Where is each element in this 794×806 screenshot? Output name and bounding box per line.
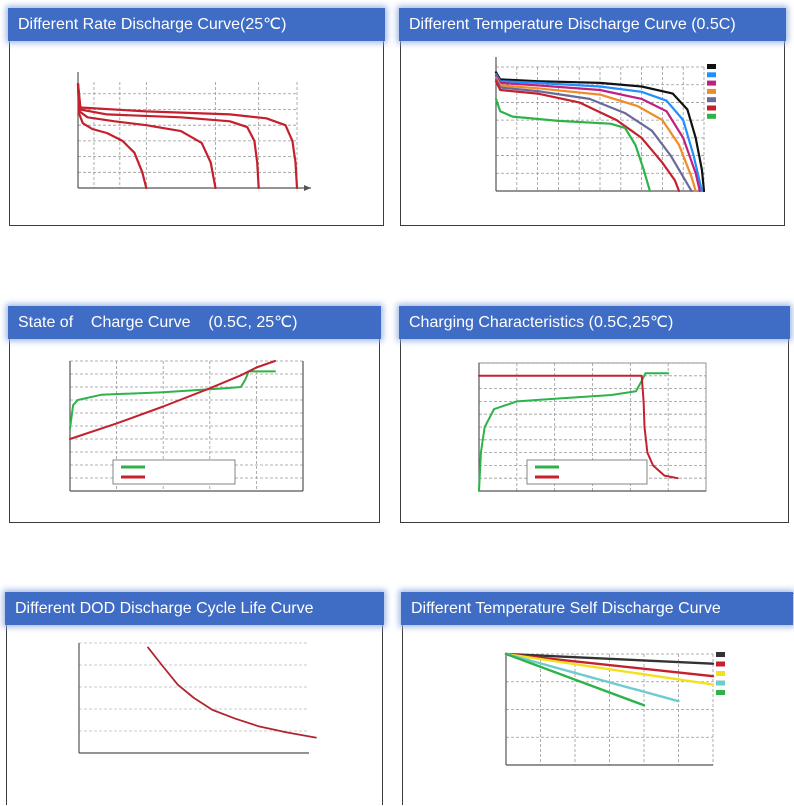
legend-swatch xyxy=(707,97,716,103)
series-line-4 xyxy=(494,78,693,193)
series-line-1 xyxy=(69,360,276,440)
chart-title-rate: Different Rate Discharge Curve(25℃) xyxy=(8,8,385,41)
chart-soc xyxy=(69,360,304,492)
series-line-0 xyxy=(478,372,670,492)
series-line-0 xyxy=(504,652,715,665)
x-axis-arrow xyxy=(304,185,311,191)
series-line-1 xyxy=(504,652,715,678)
series-line-1 xyxy=(494,73,703,193)
chart-dod xyxy=(78,642,317,754)
series-line-3 xyxy=(76,82,299,190)
series-line-4 xyxy=(504,652,646,707)
series-line-2 xyxy=(76,82,260,190)
series-line-5 xyxy=(494,80,681,193)
legend-swatch xyxy=(707,64,716,69)
legend-swatch xyxy=(716,680,725,686)
legend-swatch xyxy=(707,105,716,111)
series-line-6 xyxy=(494,97,651,193)
legend-box xyxy=(526,459,648,485)
series-line-0 xyxy=(76,82,148,190)
panel-soc: State of Charge Curve (0.5C, 25℃) xyxy=(8,306,381,523)
series-line-3 xyxy=(494,76,697,193)
legend-swatch xyxy=(707,88,716,94)
chart-charge xyxy=(478,362,707,492)
chart-title-temp: Different Temperature Discharge Curve (0… xyxy=(399,8,786,41)
legend-swatch xyxy=(707,72,716,78)
series-line-3 xyxy=(504,652,680,703)
legend-swatch xyxy=(716,661,725,667)
panel-self: Different Temperature Self Discharge Cur… xyxy=(401,592,794,805)
chart-rate xyxy=(76,72,311,191)
chart-title-soc: State of Charge Curve (0.5C, 25℃) xyxy=(8,306,381,339)
series-line-1 xyxy=(76,82,217,190)
legend-swatch xyxy=(707,80,716,86)
series-line-0 xyxy=(69,370,276,430)
series-line-2 xyxy=(504,652,715,686)
chart-title-self: Different Temperature Self Discharge Cur… xyxy=(401,592,793,625)
series-line-2 xyxy=(494,74,701,193)
chart-self xyxy=(504,652,725,766)
chart-title-dod: Different DOD Discharge Cycle Life Curve xyxy=(5,592,384,625)
panel-dod: Different DOD Discharge Cycle Life Curve xyxy=(5,592,384,805)
legend-swatch xyxy=(716,652,725,657)
panel-charge: Charging Characteristics (0.5C,25℃) xyxy=(399,306,790,523)
panel-rate: Different Rate Discharge Curve(25℃) xyxy=(8,8,385,226)
legend-swatch xyxy=(707,113,716,119)
series-line-0 xyxy=(147,646,317,739)
legend-swatch xyxy=(716,690,725,695)
legend-box xyxy=(112,459,236,485)
series-line-1 xyxy=(478,374,679,480)
chart-temp xyxy=(494,57,716,193)
chart-title-charge: Charging Characteristics (0.5C,25℃) xyxy=(399,306,790,339)
panel-temp: Different Temperature Discharge Curve (0… xyxy=(399,8,786,226)
legend-swatch xyxy=(716,671,725,676)
series-line-0 xyxy=(494,71,706,193)
